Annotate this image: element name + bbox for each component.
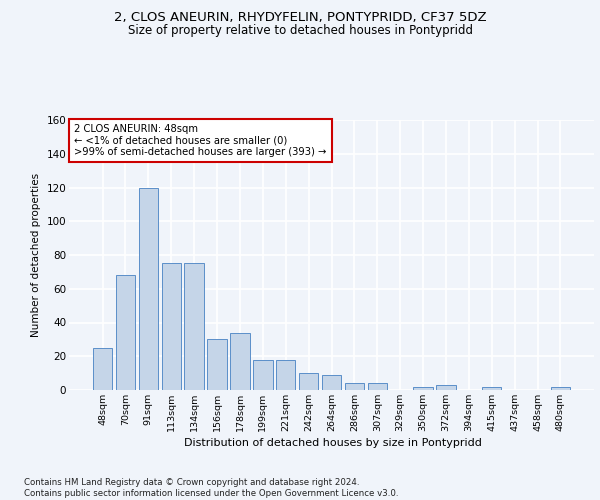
Text: Size of property relative to detached houses in Pontypridd: Size of property relative to detached ho… <box>128 24 473 37</box>
Text: Distribution of detached houses by size in Pontypridd: Distribution of detached houses by size … <box>184 438 482 448</box>
Bar <box>184 264 204 390</box>
Bar <box>139 188 158 390</box>
Bar <box>230 332 250 390</box>
Bar <box>116 275 135 390</box>
Bar <box>322 375 341 390</box>
Bar <box>208 340 227 390</box>
Bar <box>299 373 319 390</box>
Bar <box>93 348 112 390</box>
Bar <box>276 360 295 390</box>
Bar <box>413 386 433 390</box>
Text: 2 CLOS ANEURIN: 48sqm
← <1% of detached houses are smaller (0)
>99% of semi-deta: 2 CLOS ANEURIN: 48sqm ← <1% of detached … <box>74 124 326 157</box>
Bar <box>161 264 181 390</box>
Bar <box>482 386 502 390</box>
Bar <box>344 383 364 390</box>
Y-axis label: Number of detached properties: Number of detached properties <box>31 173 41 337</box>
Text: Contains HM Land Registry data © Crown copyright and database right 2024.
Contai: Contains HM Land Registry data © Crown c… <box>24 478 398 498</box>
Text: 2, CLOS ANEURIN, RHYDYFELIN, PONTYPRIDD, CF37 5DZ: 2, CLOS ANEURIN, RHYDYFELIN, PONTYPRIDD,… <box>113 11 487 24</box>
Bar <box>368 383 387 390</box>
Bar <box>436 385 455 390</box>
Bar <box>253 360 272 390</box>
Bar <box>551 386 570 390</box>
